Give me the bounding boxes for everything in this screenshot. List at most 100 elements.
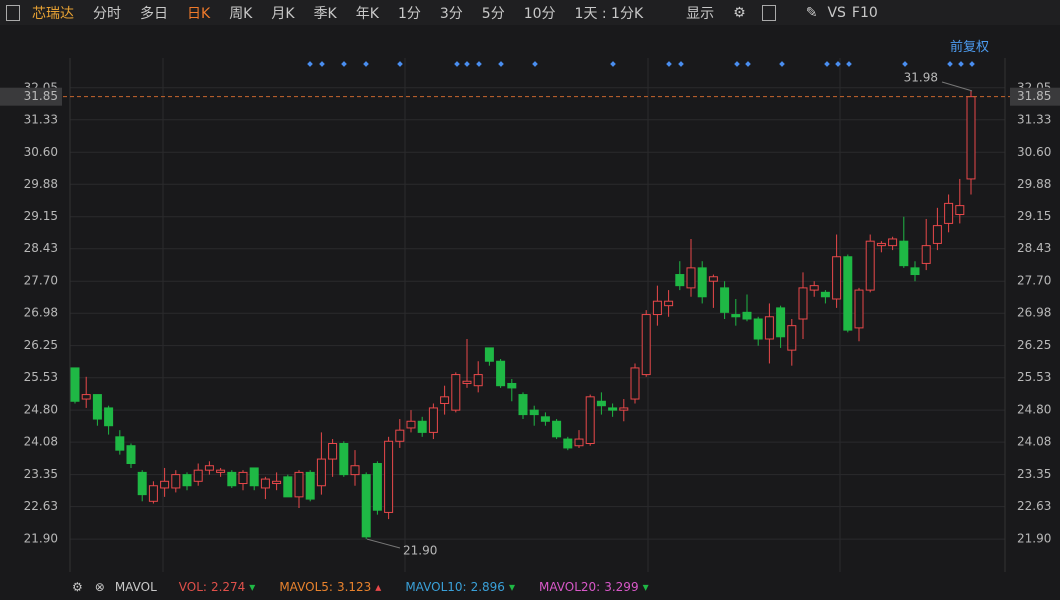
- candle-body: [910, 267, 920, 276]
- period-tab[interactable]: 月K: [271, 5, 295, 22]
- candle-body: [339, 443, 349, 476]
- candle-body: [126, 445, 136, 465]
- tool-icons[interactable]: ✎: [805, 4, 818, 21]
- f10-button[interactable]: F10: [851, 4, 878, 21]
- interval-select[interactable]: 1天 : 1分K: [574, 5, 644, 22]
- event-marker: [969, 61, 975, 67]
- period-tab[interactable]: 年K: [355, 5, 379, 22]
- price-tag: [0, 87, 62, 106]
- event-marker: [666, 61, 672, 67]
- candle-body: [417, 420, 427, 433]
- event-marker: [363, 61, 369, 67]
- event-marker: [835, 61, 841, 67]
- candle-body: [820, 291, 830, 298]
- y-tick-label: 31.33: [24, 112, 58, 126]
- last-price-label: 31.85: [1017, 89, 1051, 103]
- candle-body: [473, 374, 483, 387]
- y-tick-label: 30.60: [24, 145, 58, 159]
- symbol[interactable]: 芯瑞达: [32, 5, 74, 22]
- candle-body: [440, 396, 450, 404]
- candle-body: [596, 400, 606, 407]
- period-tab[interactable]: 周K: [229, 5, 253, 22]
- period-tab[interactable]: 日K: [187, 5, 211, 22]
- annotation-leader: [366, 538, 401, 549]
- y-tick-label: 26.98: [24, 306, 58, 320]
- candle-body: [574, 438, 584, 447]
- y-tick-label: 24.08: [24, 435, 58, 449]
- close-icon[interactable]: ⊗: [94, 580, 105, 594]
- candle-body: [731, 314, 741, 318]
- candle-body: [619, 407, 629, 411]
- event-marker: [958, 61, 964, 67]
- layout-icon[interactable]: [761, 4, 776, 21]
- event-marker: [454, 61, 460, 67]
- candle-body: [328, 443, 338, 460]
- y-tick-label: 23.35: [24, 467, 58, 481]
- candle-body: [384, 440, 394, 513]
- period-tab[interactable]: 季K: [313, 5, 337, 22]
- y-tick-label: 29.88: [1017, 177, 1051, 191]
- y-tick-label: 26.98: [1017, 306, 1051, 320]
- period-tab[interactable]: 10分: [523, 5, 556, 22]
- candle-body: [832, 256, 842, 300]
- candle-body: [966, 96, 976, 180]
- candle-body: [104, 407, 114, 427]
- candle-body: [753, 318, 763, 340]
- y-tick-label: 24.08: [1017, 435, 1051, 449]
- period-tab[interactable]: 多日: [140, 5, 168, 22]
- period-tab[interactable]: 1分: [397, 5, 421, 22]
- candle-body: [272, 480, 282, 485]
- event-marker: [341, 61, 347, 67]
- mavol5-value: 3.123: [336, 580, 372, 594]
- candle-body: [641, 314, 651, 376]
- settings-icon[interactable]: ⚙: [72, 580, 83, 594]
- y-tick-label: 21.90: [24, 532, 58, 546]
- candle-body: [305, 471, 315, 500]
- sidebar-toggle[interactable]: [6, 4, 20, 21]
- candle-body: [148, 485, 158, 502]
- event-marker: [678, 61, 684, 67]
- candle-body: [932, 225, 942, 244]
- y-tick-label: 24.80: [1017, 403, 1051, 417]
- candle-body: [697, 267, 707, 298]
- event-marker: [319, 61, 325, 67]
- period-tab[interactable]: 3分: [439, 5, 463, 22]
- candle-body: [630, 367, 640, 400]
- candle-body: [608, 407, 618, 411]
- y-tick-label: 28.43: [1017, 241, 1051, 255]
- vol-label: VOL:: [178, 580, 207, 594]
- candle-body: [70, 367, 80, 402]
- candle-body: [686, 267, 696, 289]
- settings-icon[interactable]: ⚙: [733, 4, 746, 21]
- y-tick-label: 25.53: [24, 370, 58, 384]
- candle-body: [372, 463, 382, 511]
- adjust-select[interactable]: 前复权: [950, 40, 990, 55]
- candle-body: [406, 420, 416, 429]
- candle-body: [552, 420, 562, 438]
- event-marker: [824, 61, 830, 67]
- candle-body: [462, 380, 472, 384]
- low-annotation: 21.90: [403, 544, 437, 558]
- last-price-label: 31.85: [24, 89, 58, 103]
- annotation-leader: [941, 81, 973, 92]
- indicator-bar: ⚙ ⊗ MAVOL VOL: 2.274 ▾ MAVOL5: 3.123 ▴ M…: [0, 574, 1060, 600]
- period-tab[interactable]: 分时: [93, 5, 121, 22]
- event-marker: [734, 61, 740, 67]
- indicator-name[interactable]: MAVOL: [114, 580, 157, 594]
- arrow: ▾: [508, 580, 515, 594]
- vs-button[interactable]: VS: [827, 4, 846, 21]
- candle-body: [585, 396, 595, 444]
- candle-body: [540, 416, 550, 422]
- candle-body: [888, 238, 898, 247]
- y-tick-label: 22.63: [1017, 499, 1051, 513]
- event-marker: [947, 61, 953, 67]
- candle-body: [944, 202, 954, 224]
- candle-body: [204, 465, 214, 471]
- display-menu[interactable]: 显示: [686, 5, 715, 22]
- period-tab[interactable]: 5分: [481, 5, 505, 22]
- y-tick-label: 21.90: [1017, 532, 1051, 546]
- candle-body: [227, 471, 237, 487]
- event-marker: [464, 61, 470, 67]
- candle-body: [92, 394, 102, 420]
